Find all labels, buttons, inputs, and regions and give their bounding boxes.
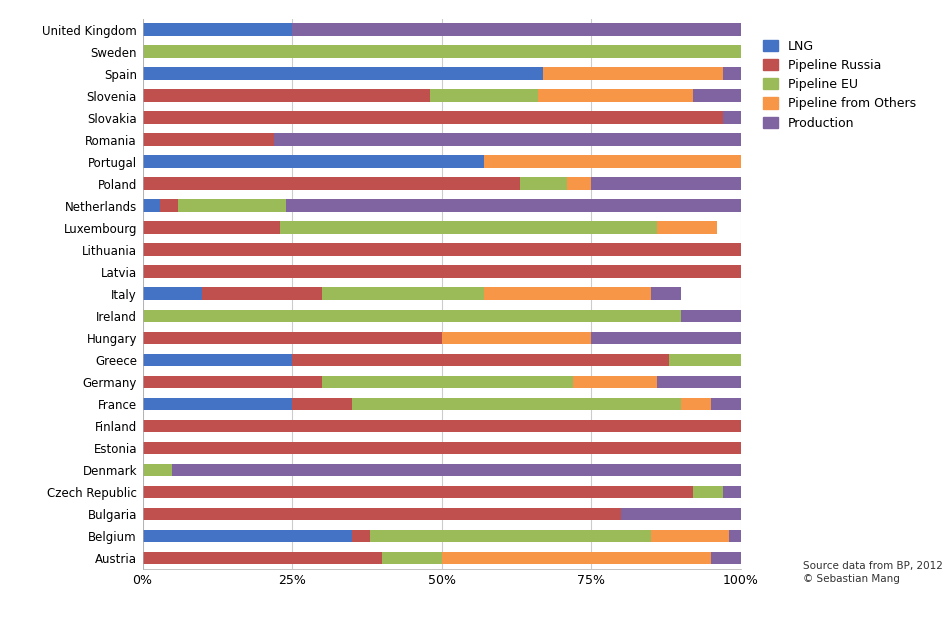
Bar — [723, 111, 741, 124]
Bar — [142, 486, 694, 497]
Bar — [657, 221, 717, 234]
Bar — [669, 353, 741, 366]
Bar — [142, 464, 173, 476]
Bar — [142, 177, 520, 190]
Bar — [173, 464, 741, 476]
Legend: LNG, Pipeline Russia, Pipeline EU, Pipeline from Others, Production: LNG, Pipeline Russia, Pipeline EU, Pipel… — [759, 36, 920, 133]
Bar — [723, 67, 741, 80]
Bar — [142, 397, 293, 410]
Bar — [429, 90, 538, 101]
Bar — [142, 90, 429, 101]
Bar — [729, 530, 741, 541]
Bar — [681, 310, 741, 321]
Bar — [567, 177, 591, 190]
Bar — [142, 67, 543, 80]
Bar — [591, 331, 741, 344]
Bar — [322, 287, 484, 300]
Bar — [681, 397, 711, 410]
Bar — [142, 310, 681, 321]
Bar — [142, 331, 442, 344]
Bar — [142, 243, 741, 256]
Bar — [142, 133, 275, 146]
Bar — [442, 551, 711, 564]
Bar — [142, 551, 382, 564]
Bar — [591, 177, 741, 190]
Bar — [694, 486, 723, 497]
Bar — [142, 46, 741, 57]
Bar — [382, 551, 442, 564]
Bar — [142, 441, 741, 454]
Bar — [142, 23, 293, 36]
Bar — [442, 331, 591, 344]
Bar — [574, 376, 657, 387]
Bar — [322, 376, 574, 387]
Bar — [142, 507, 621, 520]
Bar — [275, 133, 741, 146]
Bar — [142, 156, 484, 167]
Bar — [293, 353, 669, 366]
Bar — [543, 67, 723, 80]
Bar — [352, 397, 681, 410]
Bar — [293, 23, 741, 36]
Bar — [520, 177, 567, 190]
Bar — [711, 551, 741, 564]
Bar — [202, 287, 322, 300]
Bar — [142, 200, 161, 211]
Bar — [280, 221, 657, 234]
Bar — [142, 530, 352, 541]
Bar — [657, 376, 741, 387]
Bar — [484, 287, 652, 300]
Bar — [352, 530, 370, 541]
Bar — [142, 221, 280, 234]
Bar — [286, 200, 741, 211]
Bar — [694, 90, 741, 101]
Bar — [142, 353, 293, 366]
Bar — [538, 90, 694, 101]
Bar — [142, 376, 322, 387]
Bar — [142, 287, 202, 300]
Bar — [370, 530, 652, 541]
Bar — [142, 111, 723, 124]
Bar — [179, 200, 286, 211]
Bar — [723, 486, 741, 497]
Bar — [484, 156, 741, 167]
Bar — [142, 420, 741, 431]
Bar — [711, 397, 741, 410]
Bar — [142, 266, 741, 277]
Bar — [652, 287, 681, 300]
Bar — [293, 397, 352, 410]
Bar — [621, 507, 741, 520]
Text: Source data from BP, 2012
© Sebastian Mang: Source data from BP, 2012 © Sebastian Ma… — [803, 561, 942, 584]
Bar — [161, 200, 179, 211]
Bar — [652, 530, 729, 541]
